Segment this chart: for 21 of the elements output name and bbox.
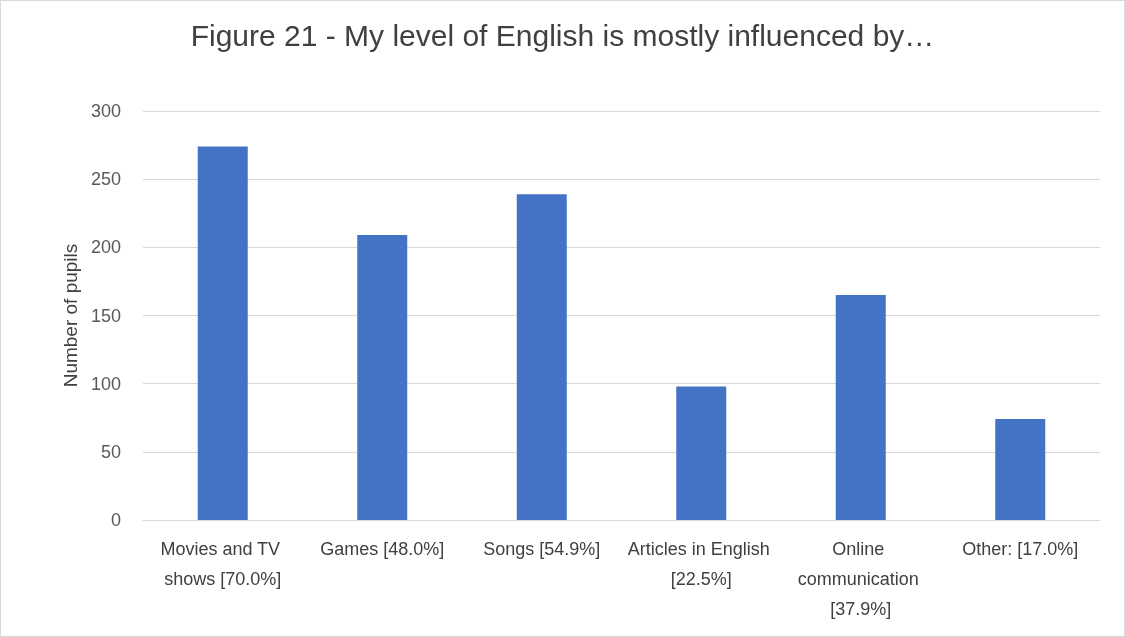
bar (197, 146, 248, 520)
y-tick-label: 150 (90, 305, 121, 326)
y-tick-label: 200 (90, 237, 121, 258)
bar (995, 419, 1046, 520)
y-axis-title: Number of pupils (60, 243, 82, 388)
x-tick-label: Songs [54.9%] (483, 539, 601, 559)
bar (516, 194, 567, 520)
bar (676, 386, 727, 520)
x-tick-label: Games [48.0%] (320, 539, 445, 559)
y-tick-label: 300 (90, 101, 121, 121)
chart-title: Figure 21 - My level of English is mostly influenced by… (190, 18, 935, 52)
x-tick-label: Movies and TV shows [70.0%] (160, 539, 286, 589)
y-tick-label: 250 (90, 169, 121, 190)
x-tick-label: Online communication [37.9%] (797, 539, 924, 619)
y-tick-label: 50 (100, 441, 121, 462)
bar (835, 295, 886, 520)
x-tick-label: Other: [17.0%] (962, 539, 1079, 559)
y-tick-label: 0 (110, 510, 121, 530)
bar (357, 235, 408, 520)
y-tick-label: 100 (90, 373, 121, 394)
x-tick-label: Articles in English [22.5%] (627, 539, 775, 589)
